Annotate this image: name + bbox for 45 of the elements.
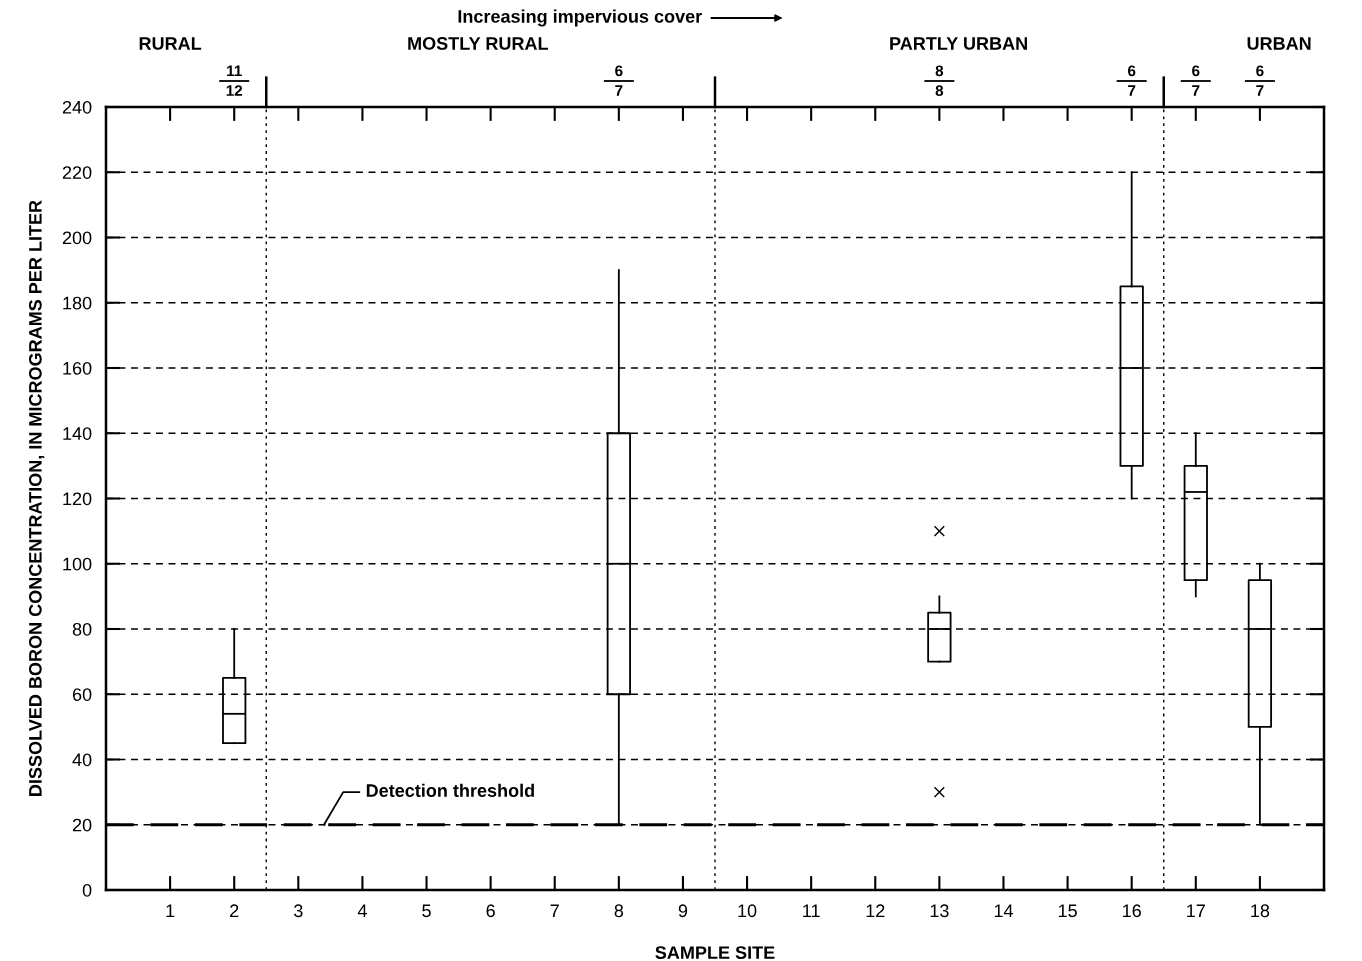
y-tick-label: 220: [62, 166, 92, 179]
y-tick-label: 160: [63, 361, 92, 375]
annotation: 6 7: [1127, 65, 1136, 96]
x-tick-label: 6: [486, 904, 495, 918]
annotation: 11 12: [226, 65, 243, 96]
y-tick-label: 100: [63, 557, 92, 571]
annotation: 6 7: [1192, 65, 1200, 96]
x-tick-label: 8: [614, 904, 624, 918]
x-tick-label: 13: [930, 904, 949, 918]
x-tick-label: 1: [166, 904, 175, 917]
x-tick-label: 11: [803, 904, 820, 917]
x-tick-label: 7: [550, 904, 559, 917]
y-tick-label: 240: [62, 100, 92, 114]
x-tick-label: 12: [866, 904, 885, 917]
x-tick-label: 3: [293, 904, 303, 918]
y-tick-label: 0: [82, 883, 92, 897]
y-tick-label: 120: [63, 492, 92, 506]
y-tick-label: 80: [72, 622, 92, 636]
x-tick-label: 16: [1123, 904, 1141, 918]
x-tick-label: 5: [422, 904, 431, 918]
annotation: 6 7: [1256, 65, 1264, 96]
y-tick-label: 20: [72, 818, 92, 832]
x-tick-label: 10: [738, 904, 757, 918]
text: MOSTLY RURAL: [408, 37, 548, 50]
x-axis-title: SAMPLE SITE: [655, 946, 775, 959]
text: RURAL: [139, 37, 202, 50]
y-tick-label: 60: [72, 688, 92, 701]
annotation: 8 8: [935, 65, 944, 96]
y-tick-label: 140: [63, 427, 92, 440]
y-axis-title: DISSOLVED BORON CONCENTRATION, IN MICROGRAMS PER LITER: [28, 200, 45, 796]
y-tick-label: 40: [72, 753, 92, 767]
ref-line-label: Detection threshold: [366, 783, 534, 797]
x-tick-label: 14: [994, 904, 1013, 917]
text: PARTLY URBAN: [890, 37, 1027, 50]
x-tick-label: 17: [1187, 904, 1205, 917]
annotation: 6 7: [615, 65, 623, 96]
x-tick-label: 15: [1058, 904, 1077, 918]
y-tick-label: 180: [63, 296, 92, 310]
y-tick-label: 200: [62, 231, 92, 245]
x-tick-label: 4: [357, 904, 367, 917]
x-tick-label: 2: [230, 904, 239, 917]
x-tick-label: 9: [678, 904, 688, 918]
text: URBAN: [1247, 37, 1311, 50]
text: Increasing impervious cover: [458, 9, 702, 27]
x-tick-label: 18: [1251, 904, 1270, 918]
